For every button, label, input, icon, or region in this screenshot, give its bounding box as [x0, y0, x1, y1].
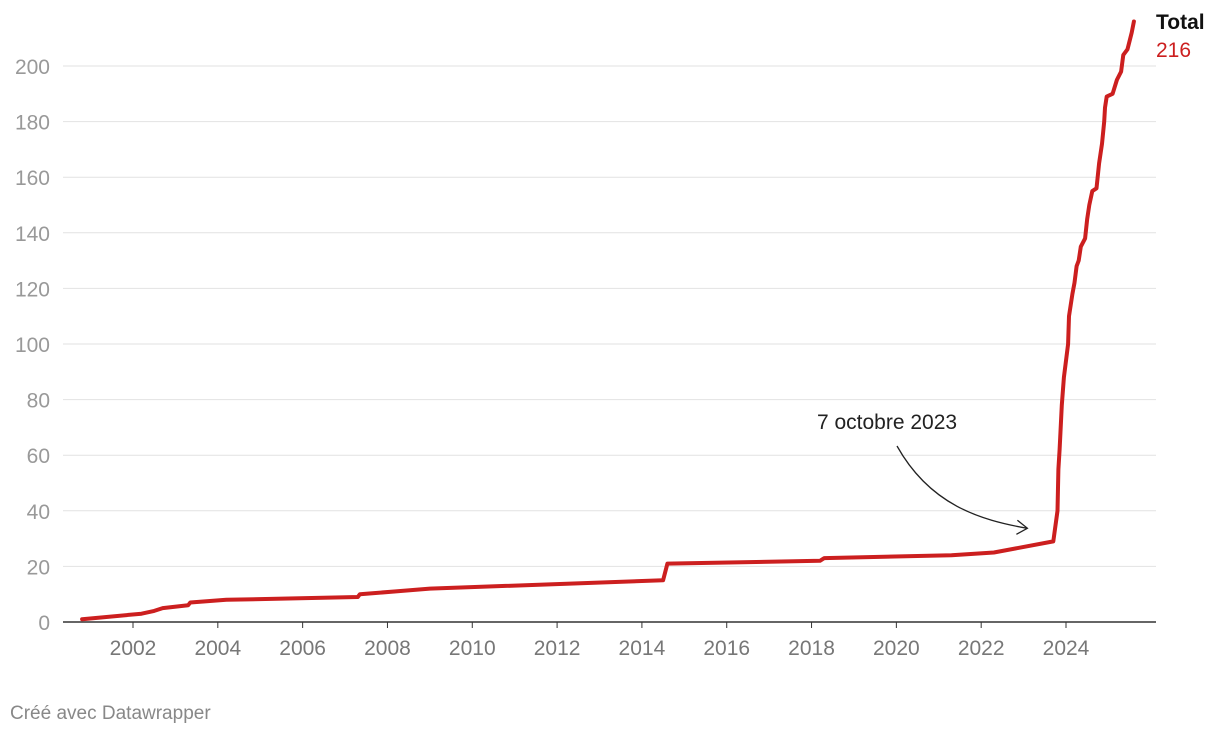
end-labels: Total 216: [1156, 11, 1205, 62]
x-tick-label: 2004: [194, 637, 241, 660]
annotation-arrow: [896, 445, 1028, 529]
x-tick-label: 2018: [788, 637, 835, 660]
y-tick-label: 140: [15, 223, 50, 246]
x-tick-label: 2014: [619, 637, 666, 660]
series-line-total: [80, 19, 1136, 622]
x-axis-ticks: 2002 2004 2006 2008 2010 2012 2014 2016 2018 2020…: [110, 622, 1090, 660]
x-tick-label: 2012: [534, 637, 581, 660]
x-tick-label: 2016: [703, 637, 750, 660]
y-tick-label: 160: [15, 167, 50, 190]
grid-lines: [63, 65, 1156, 623]
x-tick-label: 2010: [449, 637, 496, 660]
series-lines: [80, 19, 1136, 622]
annotation-arrowhead: [1016, 519, 1029, 535]
chart-credit[interactable]: Créé avec Datawrapper: [10, 703, 211, 724]
x-tick-label: 2024: [1043, 637, 1090, 660]
y-tick-label: 40: [27, 501, 50, 524]
x-tick-label: 2006: [279, 637, 326, 660]
annotation-label: 7 octobre 2023: [817, 411, 957, 434]
x-tick-label: 2002: [110, 637, 157, 660]
y-tick-label: 200: [15, 56, 50, 79]
x-tick-label: 2022: [958, 637, 1005, 660]
y-tick-label: 60: [27, 445, 50, 468]
y-tick-label: 180: [15, 112, 50, 135]
y-tick-label: 20: [27, 556, 50, 579]
series-end-value-label: 216: [1156, 39, 1191, 62]
y-tick-label: 100: [15, 334, 50, 357]
y-axis-ticks: 0 20 40 60 80 100 120 140 160 180 200: [15, 56, 50, 635]
x-tick-label: 2008: [364, 637, 411, 660]
x-tick-label: 2020: [873, 637, 920, 660]
y-tick-label: 80: [27, 390, 50, 413]
annotations: 7 octobre 2023: [817, 411, 1029, 535]
series-name-label: Total: [1156, 11, 1205, 34]
y-tick-label: 120: [15, 278, 50, 301]
y-tick-label: 0: [38, 612, 50, 635]
